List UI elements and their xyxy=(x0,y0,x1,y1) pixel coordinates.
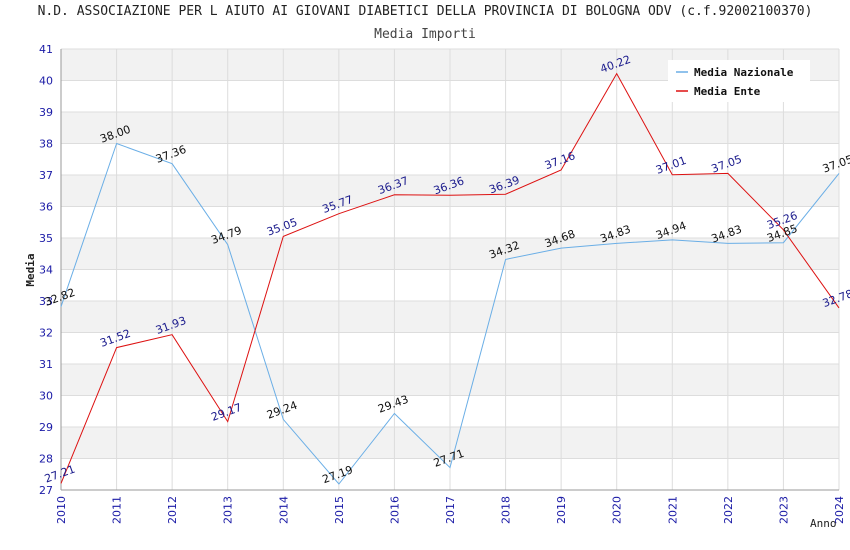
x-tick-label: 2015 xyxy=(333,496,346,524)
y-tick-label: 38 xyxy=(39,138,53,151)
x-tick-label: 2013 xyxy=(222,496,235,524)
data-label: 37.36 xyxy=(154,143,188,166)
y-tick-label: 33 xyxy=(39,295,53,308)
legend-entry: Media Nazionale xyxy=(694,66,794,79)
x-tick-label: 2011 xyxy=(111,496,124,524)
legend: Media Nazionale Media Ente xyxy=(668,60,810,102)
chart-subtitle: Media Importi xyxy=(374,27,476,42)
y-tick-label: 40 xyxy=(39,75,53,88)
series-line-media-ente xyxy=(60,72,840,484)
x-tick-label: 2024 xyxy=(833,496,846,524)
x-tick-label: 2012 xyxy=(166,496,179,524)
data-label: 29.24 xyxy=(265,399,299,422)
y-tick-label: 32 xyxy=(39,327,53,340)
data-label: 37.05 xyxy=(710,153,744,176)
x-tick-label: 2016 xyxy=(388,496,401,524)
x-axis-label: Anno xyxy=(810,517,837,530)
y-tick-label: 36 xyxy=(39,201,53,214)
data-label: 35.05 xyxy=(265,216,299,239)
data-label: 37.05 xyxy=(821,153,850,176)
data-label: 37.16 xyxy=(543,149,577,172)
data-label: 27.21 xyxy=(43,463,77,486)
chart-title: N.D. ASSOCIAZIONE PER L AIUTO AI GIOVANI… xyxy=(37,4,813,19)
x-tick-label: 2018 xyxy=(500,496,513,524)
data-label: 29.43 xyxy=(376,393,410,416)
y-tick-label: 37 xyxy=(39,169,53,182)
x-tick-label: 2021 xyxy=(666,496,679,524)
y-tick-label: 29 xyxy=(39,421,53,434)
y-tick-label: 30 xyxy=(39,390,53,403)
series-line-media-nazionale xyxy=(60,142,840,485)
y-tick-label: 39 xyxy=(39,106,53,119)
x-tick-label: 2023 xyxy=(777,496,790,524)
x-tick-label: 2022 xyxy=(722,496,735,524)
x-tick-label: 2020 xyxy=(611,496,624,524)
legend-entry: Media Ente xyxy=(694,85,761,98)
x-tick-label: 2019 xyxy=(555,496,568,524)
y-axis-label: Media xyxy=(24,253,37,286)
y-tick-label: 27 xyxy=(39,484,53,497)
y-tick-label: 28 xyxy=(39,453,53,466)
x-tick-label: 2017 xyxy=(444,496,457,524)
y-tick-label: 35 xyxy=(39,232,53,245)
y-tick-label: 31 xyxy=(39,358,53,371)
y-tick-label: 34 xyxy=(39,264,53,277)
x-tick-label: 2014 xyxy=(277,496,290,524)
x-tick-label: 2010 xyxy=(55,496,68,524)
y-tick-label: 41 xyxy=(39,43,53,56)
